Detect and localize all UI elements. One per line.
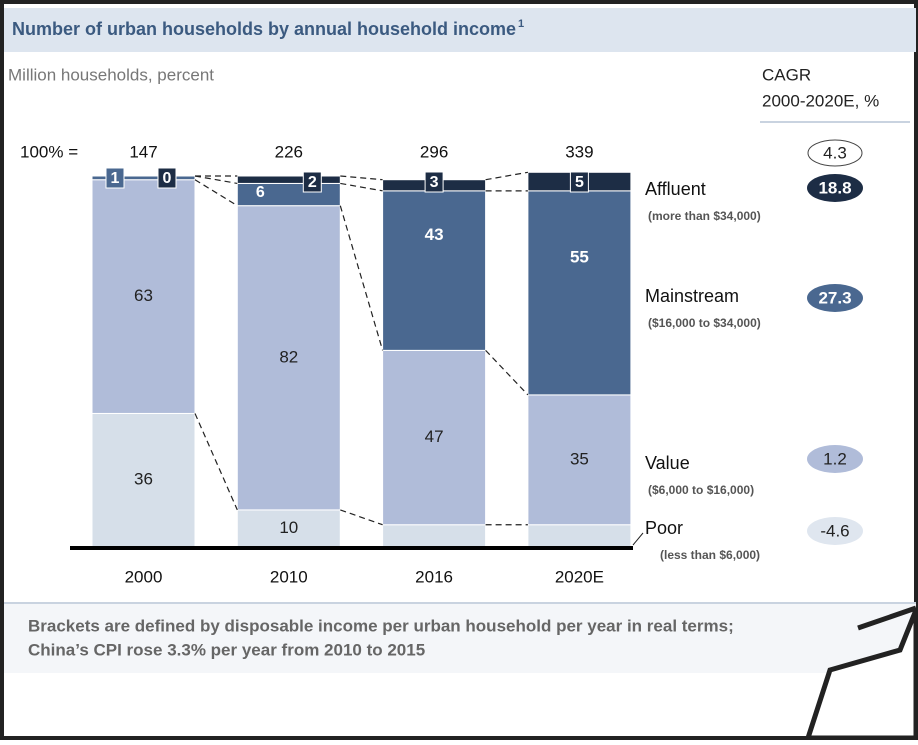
legend-description: (more than $34,000) bbox=[648, 209, 761, 223]
bar-segment bbox=[236, 509, 341, 548]
bar-segment bbox=[236, 175, 341, 184]
cagr-title: 2000-2020E, % bbox=[762, 91, 879, 110]
connector bbox=[340, 509, 383, 526]
connector bbox=[485, 171, 529, 181]
header-band bbox=[4, 8, 916, 52]
bar-segment bbox=[527, 524, 632, 548]
value-label: 3 bbox=[430, 174, 439, 191]
value-label: 35 bbox=[570, 449, 589, 468]
legend-description: ($6,000 to $16,000) bbox=[648, 483, 754, 497]
legend-leader bbox=[632, 532, 644, 546]
value-label: 1 bbox=[111, 170, 120, 187]
page-curl bbox=[857, 605, 917, 631]
value-label: 55 bbox=[570, 247, 589, 266]
subtitle: Million households, percent bbox=[8, 65, 214, 84]
legend-description: ($16,000 to $34,000) bbox=[648, 316, 761, 330]
total-value: 296 bbox=[420, 142, 448, 161]
bar-segment bbox=[236, 205, 341, 511]
bar-segment bbox=[91, 179, 196, 414]
x-tick-label: 2016 bbox=[415, 567, 453, 586]
bar-segment bbox=[382, 524, 487, 548]
value-label: 6 bbox=[256, 184, 265, 201]
connector bbox=[485, 349, 529, 396]
value-label: 0 bbox=[163, 170, 172, 187]
legend-label: Affluent bbox=[645, 179, 706, 199]
value-label: 10 bbox=[279, 518, 298, 537]
value-label: 43 bbox=[425, 225, 444, 244]
cagr-badge bbox=[807, 174, 863, 202]
connector bbox=[194, 175, 238, 185]
cagr-value: 18.8 bbox=[818, 178, 851, 197]
bar-segment bbox=[382, 190, 487, 351]
value-label-box bbox=[424, 171, 444, 193]
legend-label: Mainstream bbox=[645, 286, 739, 306]
value-label: 36 bbox=[134, 470, 153, 489]
value-label: 82 bbox=[279, 347, 298, 366]
connector bbox=[340, 175, 383, 181]
value-label: 47 bbox=[425, 427, 444, 446]
cagr-value: 4.3 bbox=[823, 143, 847, 162]
cagr-badge bbox=[807, 445, 863, 473]
bar-segment bbox=[91, 412, 196, 548]
legend-description: (less than $6,000) bbox=[660, 548, 760, 562]
connector bbox=[339, 205, 384, 351]
legend-label: Value bbox=[645, 453, 690, 473]
connector bbox=[194, 413, 238, 511]
chart-title: Number of urban households by annual hou… bbox=[12, 19, 516, 39]
value-label: 2 bbox=[308, 174, 317, 191]
footnote: Brackets are defined by disposable incom… bbox=[28, 616, 734, 635]
x-tick-label: 2020E bbox=[555, 567, 604, 586]
footnote: China’s CPI rose 3.3% per year from 2010… bbox=[28, 640, 425, 659]
value-label-box bbox=[302, 171, 322, 193]
cagr-badge bbox=[807, 517, 863, 545]
total-value: 147 bbox=[129, 142, 157, 161]
total-value: 339 bbox=[565, 142, 593, 161]
cagr-badge bbox=[807, 284, 863, 312]
total-label: 100% = bbox=[20, 142, 78, 161]
bar-segment bbox=[527, 190, 632, 396]
cagr-value: 27.3 bbox=[818, 288, 851, 307]
bar-segment bbox=[527, 394, 632, 526]
value-label-box bbox=[157, 167, 177, 189]
bar-segment bbox=[91, 175, 196, 181]
cagr-value: 1.2 bbox=[823, 449, 847, 468]
value-label: 5 bbox=[575, 174, 584, 191]
x-tick-label: 2010 bbox=[270, 567, 308, 586]
bar-segment bbox=[236, 182, 341, 207]
bar-segment bbox=[382, 349, 487, 526]
value-label-box bbox=[569, 171, 589, 193]
cagr-badge bbox=[807, 139, 863, 167]
total-value: 226 bbox=[275, 142, 303, 161]
title-footnote-mark: 1 bbox=[518, 18, 524, 30]
connector bbox=[194, 179, 238, 207]
x-tick-label: 2000 bbox=[125, 567, 163, 586]
connector bbox=[340, 182, 383, 192]
legend-label: Poor bbox=[645, 518, 683, 538]
page-curl bbox=[804, 609, 918, 741]
footnote-band bbox=[4, 603, 916, 673]
cagr-title: CAGR bbox=[762, 65, 811, 84]
value-label-box bbox=[105, 167, 125, 189]
value-label: 63 bbox=[134, 286, 153, 305]
cagr-value: -4.6 bbox=[820, 521, 849, 540]
